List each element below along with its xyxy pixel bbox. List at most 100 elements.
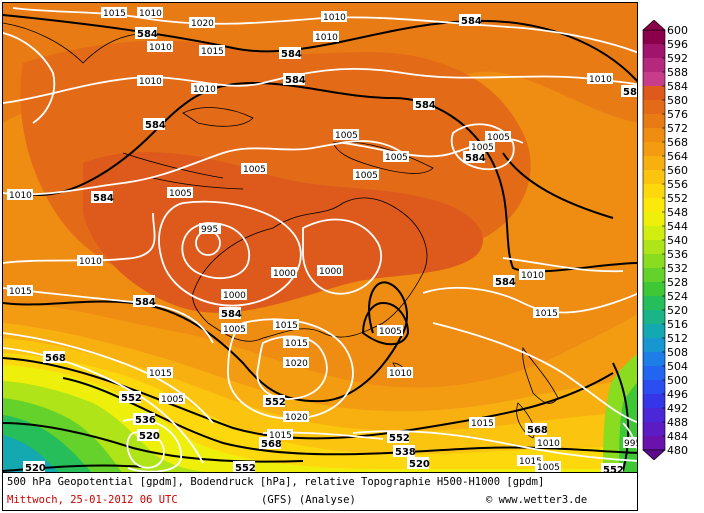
geopotential-label: 552 [601,463,624,472]
svg-text:1005: 1005 [223,325,246,335]
pressure-label: 1010 [77,255,103,267]
svg-text:568: 568 [261,439,282,450]
color-scale-swatch [643,282,665,297]
color-scale-swatch [643,142,665,157]
geopotential-label: 552 [233,461,256,472]
geopotential-label: 568 [525,423,548,436]
geopotential-label: 568 [43,351,66,364]
geopotential-label: 584 [91,191,114,204]
svg-text:1000: 1000 [319,267,342,277]
color-scale-label: 496 [667,388,688,401]
color-scale-swatch [643,324,665,339]
pressure-label: 1000 [271,267,297,279]
svg-text:1020: 1020 [191,19,214,29]
pressure-label: 1005 [469,141,495,153]
pressure-label: 1015 [469,417,495,429]
svg-text:552: 552 [389,433,410,444]
color-scale-label: 552 [667,192,688,205]
color-scale-swatch [643,268,665,283]
svg-text:1000: 1000 [223,291,246,301]
map-canvas: 584 584 584 584 584 584 584 584 584 584 … [3,3,638,473]
color-scale-label: 572 [667,122,688,135]
svg-text:1010: 1010 [521,271,544,281]
color-scale-label: 588 [667,66,688,79]
caption-datetime: Mittwoch, 25-01-2012 06 UTC [7,494,178,506]
color-scale-label: 500 [667,374,688,387]
svg-text:568: 568 [527,425,548,436]
geopotential-label: 520 [23,461,46,473]
svg-text:1010: 1010 [139,9,162,19]
pressure-label: 1010 [519,269,545,281]
geopotential-label: 584 [283,73,306,86]
geopotential-label: 552 [119,391,142,404]
geopotential-label: 584 [133,295,156,308]
color-scale-label: 576 [667,108,688,121]
geopotential-label: 584 [279,47,302,60]
color-scale-swatch [643,338,665,353]
color-scale-swatch [643,296,665,311]
color-scale-label: 528 [667,276,688,289]
pressure-label: 1015 [147,367,173,379]
pressure-label: 1010 [191,83,217,95]
contour-584-south [3,281,408,403]
isobar-1015-nw [3,32,56,124]
color-scale-swatch [643,72,665,87]
svg-text:1015: 1015 [519,457,542,467]
new-guinea-coast [332,141,434,174]
svg-text:1010: 1010 [9,191,32,201]
pressure-labels: 1015 1010 1020 1010 1015 1010 1010 1010 … [7,7,638,473]
pressure-label: 1010 [147,41,173,53]
pressure-label: 1010 [313,31,339,43]
pressure-label: 1005 [485,131,511,143]
geopotential-label: 584 [135,27,158,40]
svg-text:1005: 1005 [471,143,494,153]
svg-text:584: 584 [461,16,482,27]
pressure-label: 1010 [137,75,163,87]
svg-text:1010: 1010 [389,369,412,379]
color-scale-swatch [643,170,665,185]
svg-text:520: 520 [25,463,46,473]
svg-text:520: 520 [409,459,430,470]
svg-text:584: 584 [137,29,158,40]
pressure-label: 1000 [221,289,247,301]
scale-arrow-bottom [642,449,666,460]
svg-text:1010: 1010 [589,75,612,85]
color-scale-swatch [643,212,665,227]
color-scale-label: 516 [667,318,688,331]
pressure-label: 1015 [101,7,127,19]
color-scale-swatch [643,254,665,269]
isobar-1010-east2 [502,257,624,273]
pressure-label: 1015 [267,429,293,441]
geopotential-label: 584 [219,307,242,320]
color-scale-label: 504 [667,360,688,373]
color-scale-label: 540 [667,234,688,247]
svg-text:1010: 1010 [537,439,560,449]
caption-title: 500 hPa Geopotential [gpdm], Bodendruck … [7,476,545,488]
color-scale-labels: 6005965925885845805765725685645605565525… [662,24,688,457]
pressure-label: 1015 [273,319,299,331]
indonesia-coast [122,152,244,190]
svg-text:1005: 1005 [379,327,402,337]
svg-text:995: 995 [624,439,638,449]
svg-text:1010: 1010 [149,43,172,53]
pressure-label: 1010 [321,11,347,23]
color-scale-label: 560 [667,164,688,177]
geopotential-label: 584 [413,98,436,111]
geopotential-label: 520 [407,457,430,470]
pressure-label: 1005 [535,461,561,473]
isobar-1005-west [3,140,404,196]
pressure-label: 1005 [221,323,247,335]
svg-text:584: 584 [465,153,486,164]
asia-coast [3,22,154,64]
color-scale-swatch [643,310,665,325]
svg-text:1005: 1005 [355,171,378,181]
svg-text:584: 584 [495,277,516,288]
svg-text:584: 584 [281,49,302,60]
geopotential-label: 584 [493,275,516,288]
color-scale-label: 488 [667,416,688,429]
isobar-1000-east [302,218,383,295]
svg-text:1015: 1015 [201,47,224,57]
svg-text:1005: 1005 [537,463,560,473]
svg-text:995: 995 [201,225,218,235]
